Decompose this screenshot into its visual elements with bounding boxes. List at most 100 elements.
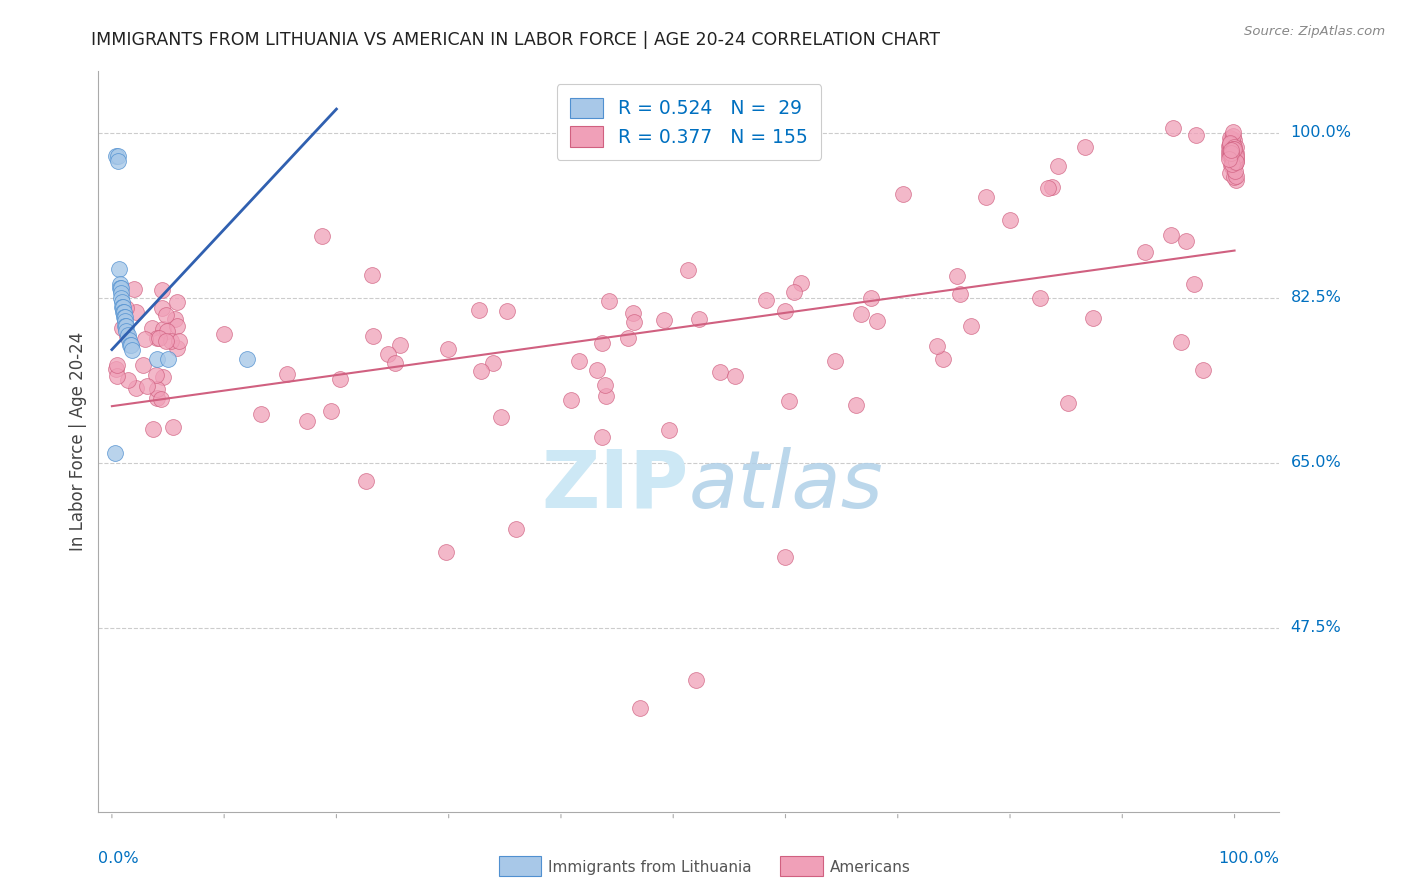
Point <box>1170 334 1192 349</box>
Point <box>1222 148 1244 162</box>
Point <box>110 285 132 300</box>
Point <box>134 332 156 346</box>
Point <box>297 414 319 428</box>
Point <box>1218 152 1240 166</box>
Text: 47.5%: 47.5% <box>1291 620 1341 635</box>
Point <box>1222 125 1244 139</box>
Point <box>114 310 136 324</box>
Point <box>1219 137 1241 152</box>
Point <box>1223 153 1246 168</box>
Point <box>658 423 681 437</box>
Point <box>859 291 882 305</box>
Point <box>110 281 132 295</box>
Text: IMMIGRANTS FROM LITHUANIA VS AMERICAN IN LABOR FORCE | AGE 20-24 CORRELATION CHA: IMMIGRANTS FROM LITHUANIA VS AMERICAN IN… <box>91 31 941 49</box>
Point <box>1220 148 1243 162</box>
Point <box>1185 128 1208 142</box>
Point <box>1219 131 1241 145</box>
Point <box>560 392 582 407</box>
Point <box>1222 154 1244 169</box>
Point <box>723 369 745 384</box>
Text: 0.0%: 0.0% <box>98 851 139 865</box>
Point <box>212 326 235 341</box>
Point <box>166 341 188 355</box>
Point <box>891 187 914 202</box>
Point <box>112 305 135 319</box>
Point <box>676 263 699 277</box>
Point <box>112 310 135 324</box>
Point <box>470 364 492 378</box>
Point <box>1223 170 1246 185</box>
Point <box>1074 140 1097 154</box>
Text: Americans: Americans <box>830 860 911 874</box>
Point <box>321 403 343 417</box>
Point <box>141 320 163 334</box>
Point <box>1174 234 1197 248</box>
Point <box>623 315 645 329</box>
Point <box>851 307 873 321</box>
Point <box>1223 145 1246 160</box>
Point <box>927 339 949 353</box>
Point <box>773 304 796 318</box>
Point <box>1225 152 1247 166</box>
Point <box>111 295 134 310</box>
Point <box>1223 153 1246 168</box>
Point <box>621 306 644 320</box>
Point <box>104 446 127 460</box>
Point <box>998 213 1021 227</box>
Point <box>155 334 177 348</box>
Point <box>866 314 889 328</box>
Point <box>311 229 333 244</box>
Point <box>586 363 609 377</box>
Point <box>108 281 131 295</box>
Point <box>568 354 591 368</box>
Text: Immigrants from Lithuania: Immigrants from Lithuania <box>548 860 752 874</box>
Text: 100.0%: 100.0% <box>1219 851 1279 865</box>
Point <box>1222 151 1244 165</box>
Point <box>276 367 298 381</box>
Point <box>162 420 184 434</box>
Point <box>150 301 173 315</box>
Point <box>824 353 846 368</box>
Point <box>960 319 983 334</box>
Point <box>1133 245 1156 260</box>
Point <box>250 407 273 421</box>
Point <box>1218 131 1240 145</box>
Point <box>148 331 170 345</box>
Point <box>160 334 183 348</box>
Point <box>146 383 169 397</box>
Point <box>1225 173 1247 187</box>
Point <box>152 322 174 336</box>
Point <box>146 330 169 344</box>
Point <box>1182 277 1205 292</box>
Point <box>949 287 972 301</box>
Text: 82.5%: 82.5% <box>1291 290 1341 305</box>
Point <box>146 392 169 406</box>
Point <box>685 673 707 687</box>
Point <box>598 293 620 308</box>
Point <box>1222 138 1244 153</box>
Point <box>1222 142 1244 156</box>
Point <box>107 153 129 168</box>
Text: 100.0%: 100.0% <box>1291 125 1351 140</box>
Point <box>146 351 169 366</box>
Text: atlas: atlas <box>689 447 884 525</box>
Point <box>495 304 517 318</box>
Point <box>1225 169 1247 183</box>
Point <box>437 342 460 356</box>
Point <box>468 303 491 318</box>
Point <box>117 373 139 387</box>
Point <box>1160 227 1182 242</box>
Point <box>107 149 129 163</box>
Point <box>628 701 651 715</box>
Point <box>1225 154 1247 169</box>
Point <box>1036 181 1059 195</box>
Point <box>120 338 142 352</box>
Point <box>593 378 616 392</box>
Point <box>360 268 382 282</box>
Point <box>115 324 138 338</box>
Point <box>105 369 128 384</box>
Point <box>1040 180 1063 194</box>
Point <box>591 336 613 351</box>
Point <box>688 312 710 326</box>
Point <box>328 371 350 385</box>
